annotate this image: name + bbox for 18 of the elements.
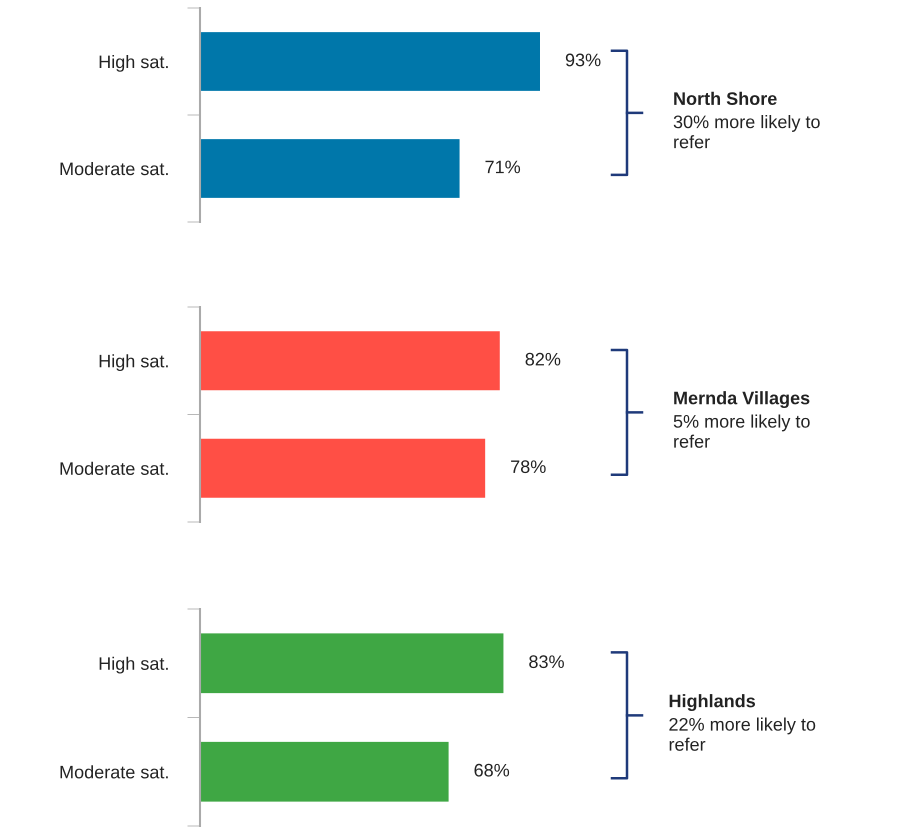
y-tick-label: Moderate sat. [60, 462, 168, 475]
data-label: 68% [474, 764, 510, 777]
data-label: 82% [526, 352, 560, 366]
y-tick-label: High sat. [100, 354, 168, 372]
data-label: 93% [566, 54, 600, 66]
text: 30% more likely to refer [674, 115, 820, 148]
data-label: 71% [485, 160, 520, 174]
data-label: 83% [529, 655, 564, 668]
text: Mernda Villages [674, 391, 810, 408]
y-tick-label: High sat. [100, 656, 168, 674]
data-label: 78% [511, 460, 546, 474]
y-tick-label: Moderate sat. [60, 162, 168, 176]
text: North Shore [674, 92, 777, 106]
text: 5% more likely to refer [674, 414, 810, 448]
y-tick-label: Moderate sat. [60, 765, 168, 778]
text: 22% more likely to refer [669, 718, 816, 751]
y-tick-label: High sat. [100, 54, 168, 72]
text: Highlands [670, 694, 756, 711]
